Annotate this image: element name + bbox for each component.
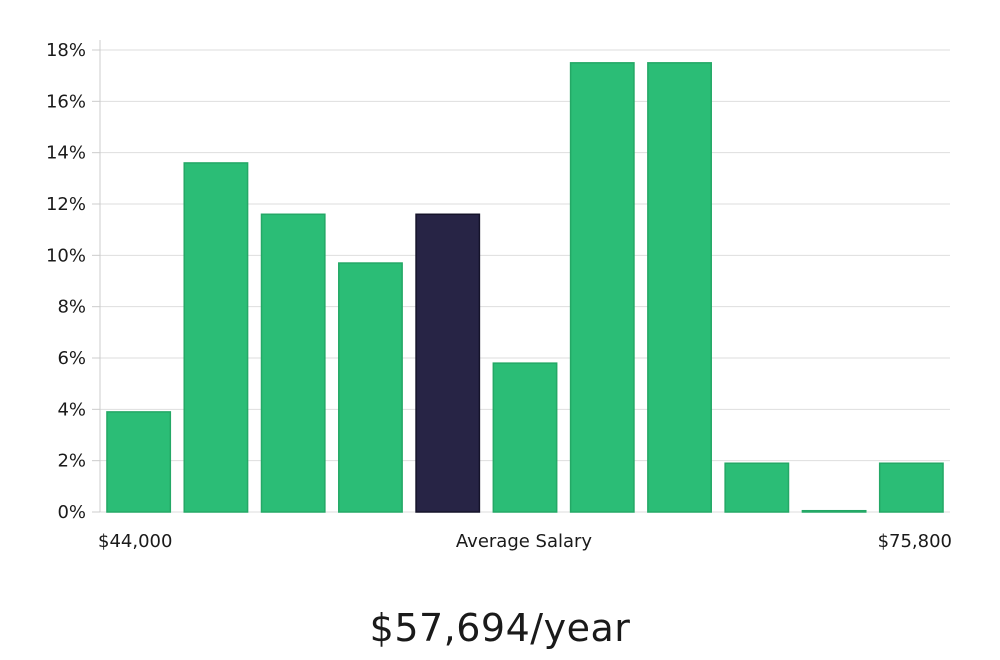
salary-histogram: 0% 2% 4% 6% 8% 10% 12% 14% 16% 18% $44,000 Averag… xyxy=(46,40,952,552)
bar-10 xyxy=(878,462,944,513)
x-max-label: $75,800 xyxy=(878,531,952,552)
bar-1 xyxy=(183,162,249,513)
y-tick-label: 12% xyxy=(46,194,86,215)
bar-8 xyxy=(724,462,790,513)
y-tick-label: 14% xyxy=(46,143,86,164)
bar-7 xyxy=(647,62,712,513)
y-tick-label: 0% xyxy=(57,502,86,523)
y-tick-label: 4% xyxy=(57,399,86,420)
y-tick-label: 2% xyxy=(57,451,86,472)
y-tick-label: 18% xyxy=(46,40,86,61)
bar-average-salary xyxy=(415,213,481,513)
x-min-label: $44,000 xyxy=(98,531,172,552)
axes xyxy=(92,40,101,513)
x-axis-label: Average Salary xyxy=(456,531,593,552)
y-tick-label: 6% xyxy=(57,348,86,369)
bar-0 xyxy=(106,411,172,513)
bar-5 xyxy=(492,362,558,513)
bar-2 xyxy=(260,213,326,513)
y-tick-label: 8% xyxy=(57,297,86,318)
average-salary-value: $57,694/year xyxy=(369,606,631,650)
y-tick-label: 16% xyxy=(46,91,86,112)
bar-9 xyxy=(801,509,867,513)
bar-3 xyxy=(338,262,403,513)
bars xyxy=(106,62,944,513)
y-tick-label: 10% xyxy=(46,245,86,266)
bar-6 xyxy=(569,62,635,513)
y-tick-labels: 0% 2% 4% 6% 8% 10% 12% 14% 16% 18% xyxy=(46,40,86,523)
